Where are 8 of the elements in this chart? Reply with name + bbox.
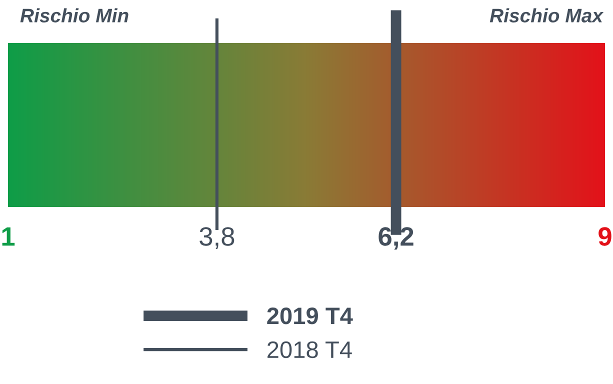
x-tick-label: 3,8 — [200, 227, 234, 249]
x-tick-label: 9 — [598, 227, 612, 246]
text: Rischio Min — [20, 8, 128, 22]
legend-label: 2019 T4 — [267, 308, 353, 324]
text: Rischio Max — [490, 8, 604, 22]
legend-label: 2018 T4 — [268, 341, 352, 358]
x-tick-label: 1 — [2, 227, 15, 246]
x-tick-label: 6,2 — [378, 227, 414, 250]
